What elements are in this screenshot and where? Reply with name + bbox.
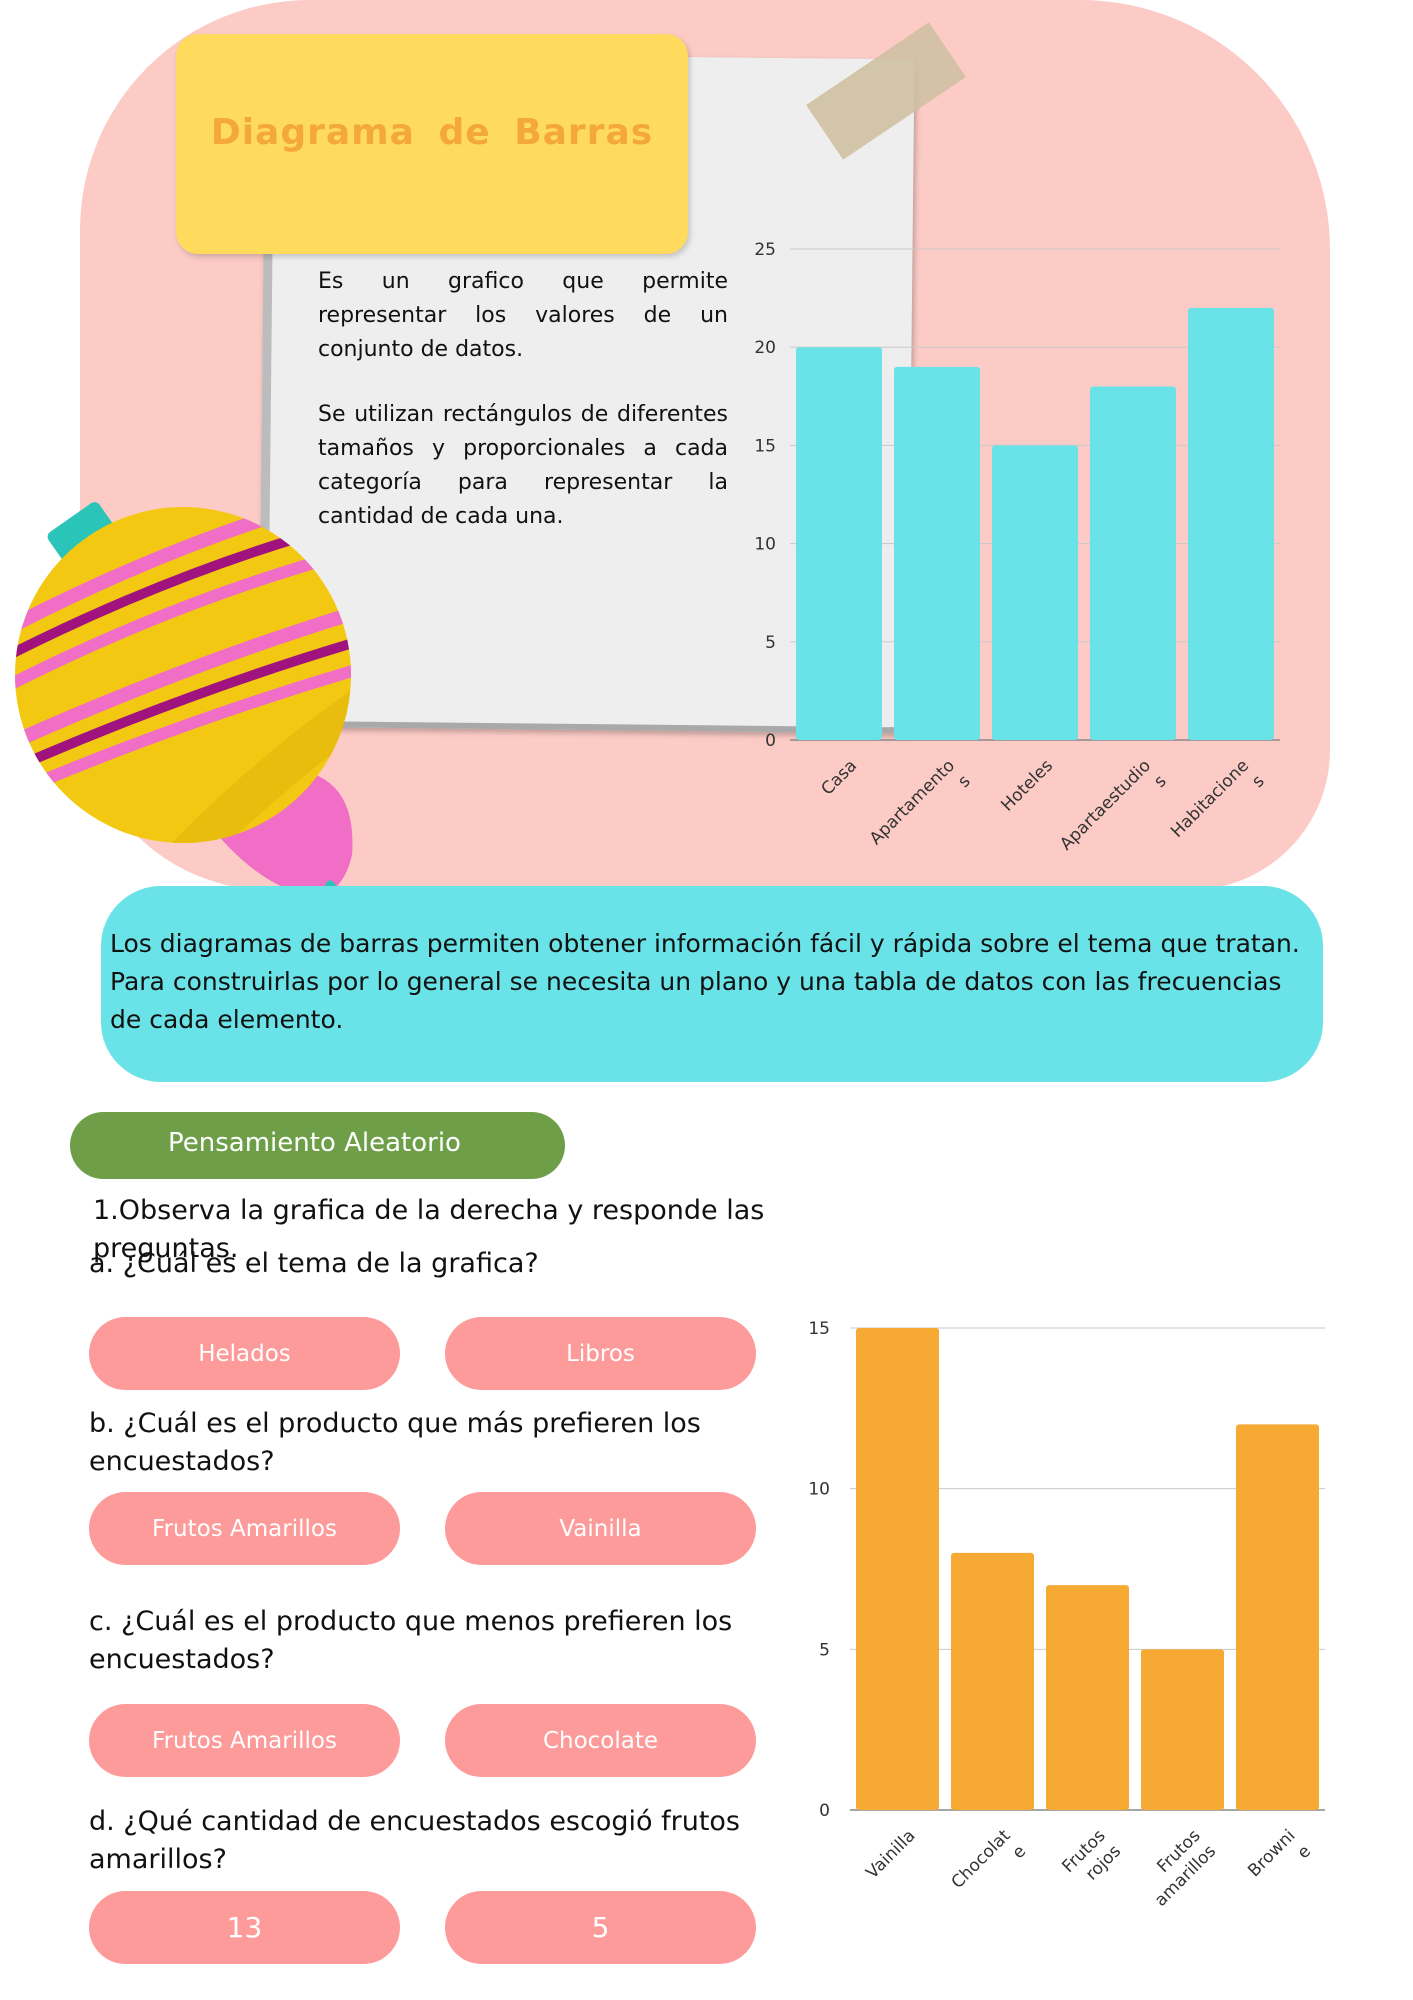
section-label: Pensamiento Aleatorio [168, 1128, 461, 1158]
info-text: Los diagramas de barras permiten obtener… [110, 929, 1300, 1034]
x-category-text: Casa [817, 756, 861, 800]
x-category-text: s [1150, 771, 1171, 792]
bar-apartaestudios [1090, 386, 1176, 740]
bar-frutos-rojos [1046, 1585, 1129, 1810]
x-category-label: Chocolate [948, 1826, 1031, 1893]
bar-vainilla [856, 1328, 939, 1810]
y-tick-label: 15 [808, 1319, 830, 1339]
question-d: d. ¿Qué cantidad de encuestados escogió … [89, 1806, 740, 1875]
info-band [101, 886, 1323, 1082]
option-a-2[interactable]: Libros [445, 1317, 756, 1390]
bar-apartamentos [894, 366, 980, 740]
option-d-2[interactable]: 5 [445, 1891, 756, 1964]
x-category-text: Browni [1244, 1826, 1299, 1881]
x-category-text: Hoteles [997, 756, 1057, 816]
spinning-top-illustration [15, 502, 365, 930]
instruction-text: 1.Observa la grafica de la derecha y res… [93, 1195, 765, 1264]
option-d-1[interactable]: 13 [89, 1891, 400, 1964]
x-category-text: e [1294, 1841, 1316, 1863]
y-tick-label: 5 [819, 1640, 830, 1660]
x-category-text: s [1248, 771, 1269, 792]
y-tick-label: 0 [765, 731, 776, 751]
option-a-1[interactable]: Helados [89, 1317, 400, 1390]
option-b-1[interactable]: Frutos Amarillos [89, 1492, 400, 1565]
option-c-1[interactable]: Frutos Amarillos [89, 1704, 400, 1777]
page-title: Diagrama de Barras [210, 112, 654, 153]
x-category-label: Hoteles [997, 756, 1057, 816]
x-category-text: Apartamento [866, 756, 959, 849]
bar-chocolate [951, 1552, 1034, 1810]
bar-habitaciones [1188, 307, 1274, 740]
x-category-label: Casa [817, 756, 861, 800]
title-note [176, 34, 688, 254]
definition-paragraph-2: Se utilizan rectángulos de diferentes ta… [318, 402, 728, 529]
y-tick-label: 15 [754, 436, 776, 456]
x-category-text: e [1009, 1841, 1031, 1863]
bar-casa [796, 347, 882, 740]
y-tick-label: 20 [754, 338, 776, 358]
x-category-label: Vainilla [862, 1826, 919, 1883]
bar-brownie [1236, 1424, 1319, 1810]
y-tick-label: 0 [819, 1801, 830, 1821]
y-tick-label: 5 [765, 633, 776, 653]
section-pill [70, 1112, 565, 1179]
x-category-text: Apartaestudio [1056, 756, 1155, 855]
y-tick-label: 25 [754, 240, 776, 260]
y-tick-label: 10 [808, 1480, 830, 1500]
y-tick-label: 10 [754, 535, 776, 555]
question-a: a. ¿Cuál es el tema de la grafica? [89, 1248, 539, 1279]
bar-frutos-amarillos [1141, 1649, 1224, 1810]
bar-hoteles [992, 445, 1078, 740]
x-category-text: Habitacione [1167, 756, 1253, 842]
x-category-text: Chocolat [948, 1826, 1015, 1893]
question-b: b. ¿Cuál es el producto que más prefiere… [89, 1408, 701, 1477]
question-c: c. ¿Cuál es el producto que menos prefie… [89, 1606, 733, 1675]
definition-paragraph-1: Es un grafico que permite representar lo… [318, 269, 728, 362]
option-b-2[interactable]: Vainilla [445, 1492, 756, 1565]
x-category-text: s [954, 771, 975, 792]
option-c-2[interactable]: Chocolate [445, 1704, 756, 1777]
x-category-text: Vainilla [862, 1826, 919, 1883]
